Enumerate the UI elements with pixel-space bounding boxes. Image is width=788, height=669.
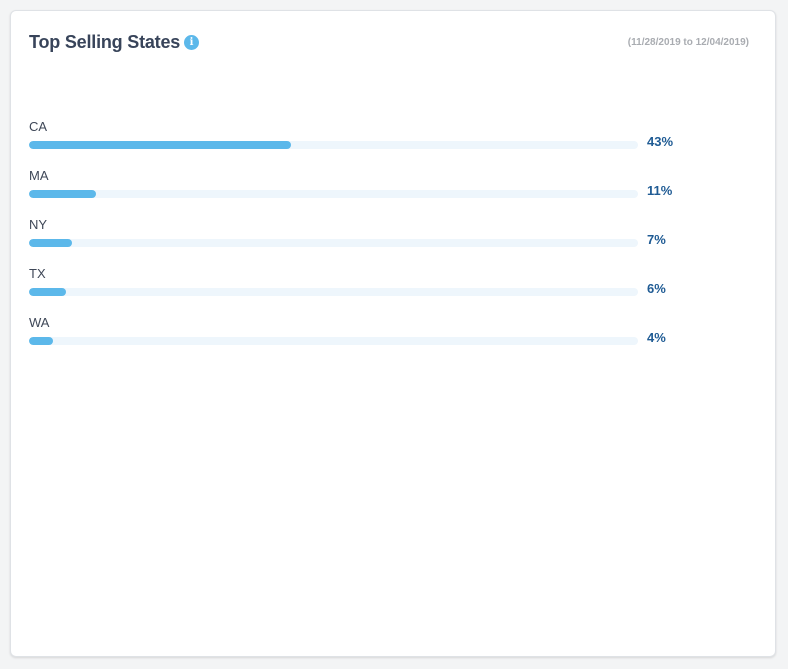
bar-track — [29, 190, 638, 198]
percent-label: 11% — [647, 183, 673, 198]
state-label: CA — [29, 119, 48, 134]
bar-track — [29, 141, 638, 149]
bar-row-ca: CA 43% — [29, 118, 729, 167]
percent-label: 43% — [647, 134, 674, 149]
percent-label: 4% — [647, 330, 666, 345]
state-label: MA — [29, 168, 49, 183]
bar-fill — [29, 337, 54, 345]
state-label: WA — [29, 315, 50, 330]
bar-row-ny: NY 7% — [29, 216, 729, 265]
bar-track — [29, 337, 638, 345]
date-range: (11/28/2019 to 12/04/2019) — [627, 37, 749, 48]
bar-fill — [29, 239, 72, 247]
bar-row-wa: WA 4% — [29, 314, 729, 363]
bar-fill — [29, 190, 96, 198]
percent-label: 6% — [647, 281, 666, 296]
bar-fill — [29, 288, 66, 296]
bar-row-ma: MA 11% — [29, 167, 729, 216]
bar-track — [29, 239, 638, 247]
bar-fill — [29, 141, 291, 149]
top-selling-states-card: Top Selling States i (11/28/2019 to 12/0… — [10, 10, 776, 657]
bar-chart: CA 43% MA 11% NY 7% TX 6% WA 4% — [29, 118, 729, 363]
card-title: Top Selling States — [29, 32, 181, 52]
state-label: NY — [29, 217, 48, 232]
bar-row-tx: TX 6% — [29, 265, 729, 314]
bar-track — [29, 288, 638, 296]
percent-label: 7% — [647, 232, 666, 247]
info-icon[interactable]: i — [184, 35, 199, 50]
state-label: TX — [29, 266, 46, 281]
